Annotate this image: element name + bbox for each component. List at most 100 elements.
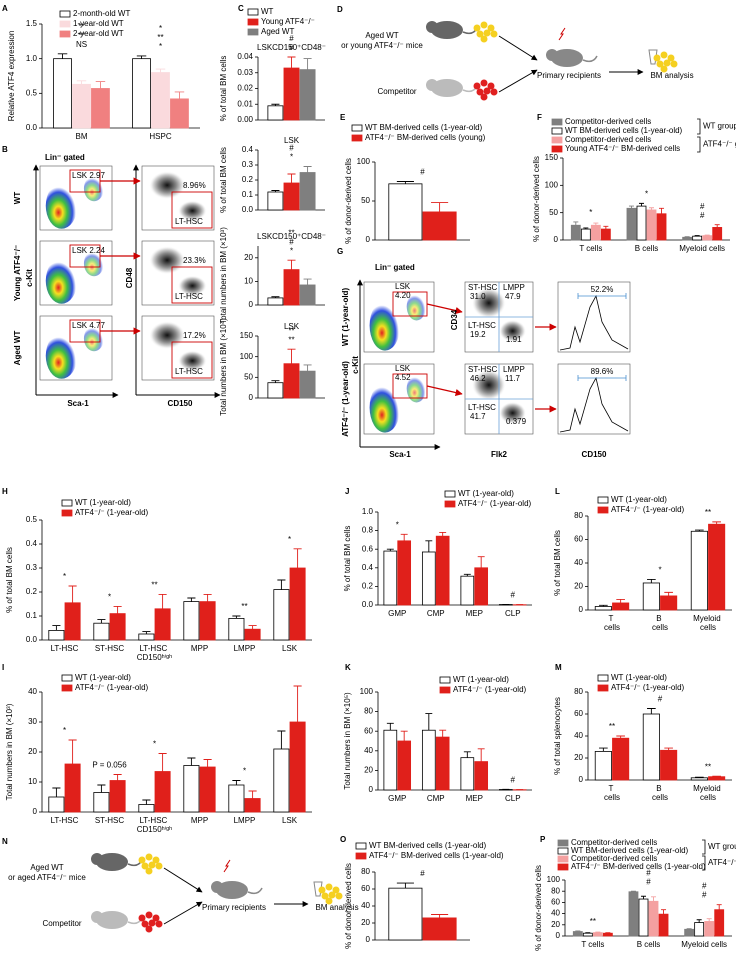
error-bar [616, 735, 625, 739]
x-tick-label: CMP [427, 794, 445, 803]
error-bar [599, 747, 608, 752]
gate-value: 0.379 [506, 417, 527, 426]
error-bar [706, 918, 712, 922]
legend-label: WT (1-year-old) [75, 673, 131, 682]
bar [64, 602, 81, 641]
bar [244, 628, 261, 641]
error-bar [573, 221, 579, 226]
cell-cluster [480, 21, 488, 29]
y-tick-label: 0 [33, 807, 38, 816]
y-tick-label: 60 [361, 884, 370, 893]
panel-label: D [337, 5, 343, 14]
radiation [558, 27, 566, 41]
bar [612, 737, 630, 781]
error-bar [694, 235, 700, 237]
y-tick-label: 0.4 [26, 539, 38, 548]
error-bar [400, 730, 408, 741]
x-tick-label: LMPP [234, 816, 256, 825]
error-bar [287, 173, 296, 183]
x-tick-label: B cells [652, 614, 668, 632]
bar [199, 601, 216, 641]
significance: # [658, 695, 663, 704]
y-tick-label: 0 [369, 785, 374, 794]
y-axis-label: Total numbers in BM (×10³) [219, 227, 228, 324]
significance: # [420, 869, 425, 878]
cell-cluster [473, 82, 481, 90]
panel-label: K [345, 663, 351, 672]
gate-name: LMPP [503, 283, 525, 292]
bar [299, 172, 316, 211]
bar [684, 928, 695, 937]
error-bar [277, 730, 286, 749]
y-tick-label: 0 [579, 775, 584, 784]
bar [714, 909, 725, 937]
error-bar [386, 722, 394, 731]
y-tick-label: 0.0 [362, 600, 374, 609]
legend-swatch [247, 18, 259, 26]
y-axis-label: Total numbers in BM (×10⁴) [219, 318, 228, 416]
bar [132, 58, 151, 129]
legend-swatch [551, 136, 563, 144]
gate [171, 341, 213, 379]
cell-cluster [321, 892, 329, 900]
bar [72, 83, 91, 129]
row-label: Aged WT [13, 331, 22, 366]
error-bar [187, 597, 196, 602]
cell-cluster [490, 88, 498, 96]
panel-label: C [238, 4, 244, 13]
significance: # [646, 868, 651, 877]
legend-label: WT (1-year-old) [611, 495, 667, 504]
legend-swatch [355, 842, 367, 850]
y-axis-label: Relative ATF4 expression [7, 31, 16, 122]
bar [638, 898, 649, 937]
x-tick-label: ST-HSC [95, 644, 125, 653]
gate-label: Lin⁻ gated [375, 263, 415, 272]
bar [93, 792, 110, 813]
tube [313, 881, 323, 897]
legend-swatch [61, 684, 73, 692]
y-tick-label: 20 [574, 753, 583, 762]
y-tick-label: 40 [574, 731, 583, 740]
panel-label: M [555, 663, 562, 672]
gate-value: 4.52 [395, 373, 411, 382]
significance: * [589, 208, 592, 217]
x-tick-label: B cells [652, 784, 668, 802]
legend-swatch [439, 676, 451, 684]
bar [712, 227, 723, 241]
legend-swatch [247, 8, 259, 16]
bar [421, 551, 436, 606]
gate-name: ST-HSC [468, 283, 498, 292]
bar [422, 211, 457, 241]
error-bar [439, 729, 447, 738]
significance: # [511, 775, 516, 784]
gate-value: 41.7 [470, 412, 486, 421]
y-axis-label: Total numbers in BM (×10³) [5, 703, 14, 800]
axis-label: CD48 [125, 267, 134, 288]
gate-arrow [426, 303, 463, 315]
error-bar [68, 739, 77, 764]
cell-cluster [480, 79, 488, 87]
x-tick-label: MEP [466, 794, 483, 803]
gate-name: LMPP [503, 365, 525, 374]
histogram-frame [557, 363, 631, 435]
chart-title: LSK [284, 136, 300, 145]
y-tick-label: 0.3 [242, 160, 254, 169]
error-bar [155, 68, 166, 73]
x-tick-label: Myeloid cells [693, 784, 723, 802]
legend-label: Young ATF4⁻/⁻ BM-derived cells [565, 144, 680, 153]
x-tick-label: T cells [579, 244, 602, 253]
y-axis-label: % of donor-derived cells [534, 865, 543, 951]
significance: * [63, 572, 66, 581]
cell-cluster [473, 24, 481, 32]
significance: ** [609, 722, 615, 731]
axis-label: Sca-1 [389, 450, 411, 459]
cell-cluster [148, 919, 156, 927]
error-bar [97, 784, 106, 793]
y-tick-label: 100 [547, 875, 561, 884]
mouse-body [216, 881, 248, 899]
y-tick-label: 60 [574, 535, 583, 544]
bar [64, 763, 81, 813]
donor-label: Aged WT [365, 31, 398, 40]
significance: # [702, 891, 707, 900]
bar [91, 88, 110, 129]
